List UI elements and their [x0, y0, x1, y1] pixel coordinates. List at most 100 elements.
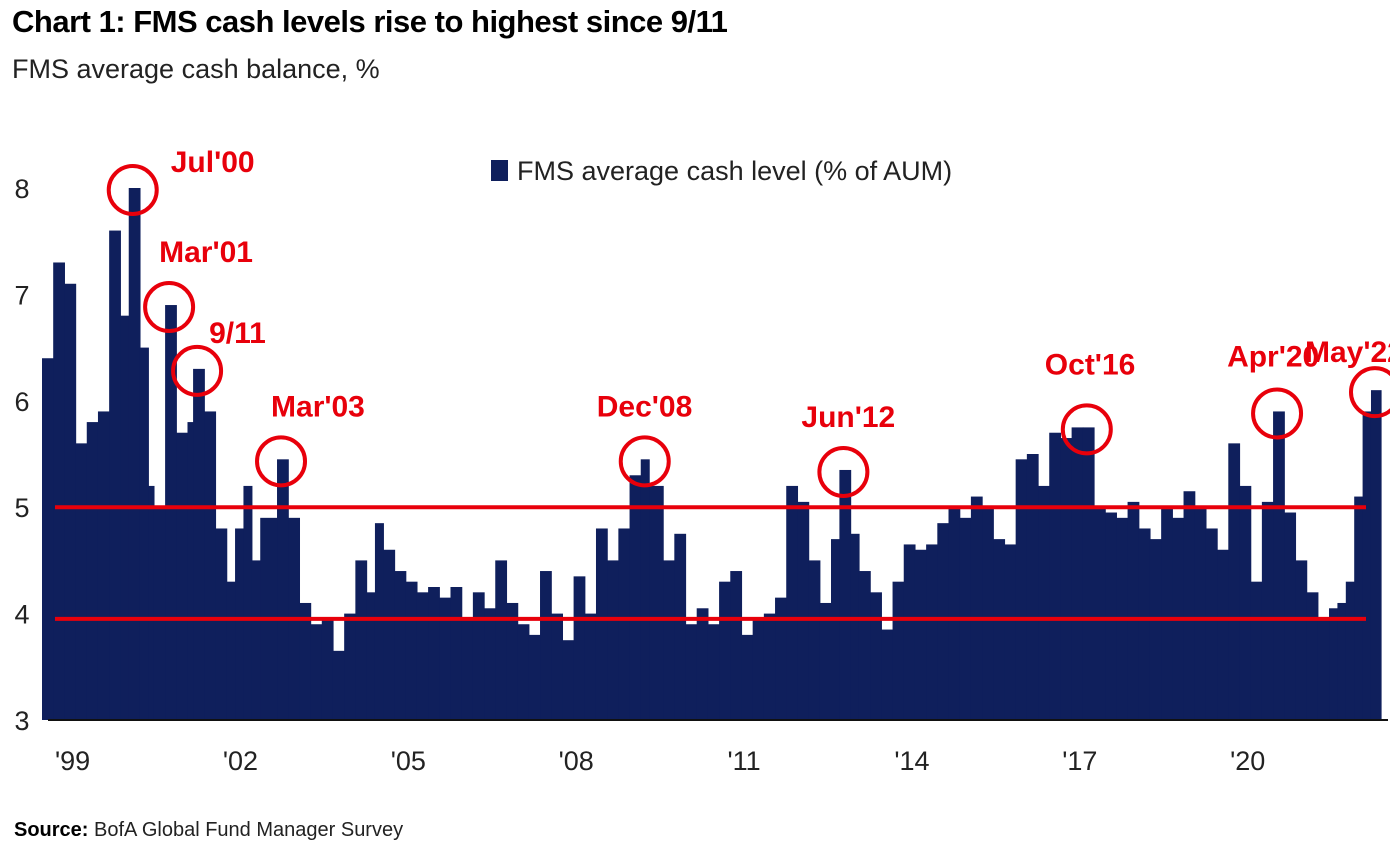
bar — [187, 422, 194, 720]
annotation-circle — [817, 445, 870, 498]
bar — [562, 640, 575, 720]
bar — [450, 587, 463, 720]
bar — [1038, 485, 1050, 720]
bar — [1217, 549, 1229, 720]
chart-subtitle: FMS average cash balance, % — [12, 54, 380, 84]
bar — [707, 624, 720, 720]
source-label: Source: — [14, 819, 89, 841]
bar — [1295, 560, 1308, 720]
bar — [1284, 512, 1297, 720]
x-tick-label: '08 — [559, 746, 594, 776]
bar — [786, 485, 799, 720]
bar — [355, 560, 368, 720]
bar — [165, 305, 177, 720]
bar — [831, 539, 840, 720]
bar — [663, 560, 675, 720]
x-axis-ticks: '99 '02 '05 '08 '11 '14 '17 '20 — [55, 746, 1265, 776]
bar — [394, 571, 407, 720]
bar — [75, 443, 88, 720]
bar — [120, 315, 130, 720]
bar — [858, 571, 871, 720]
bar — [1273, 411, 1285, 720]
annotation-circle — [618, 435, 671, 488]
bar — [1354, 496, 1364, 720]
annotation-label: May'22 — [1305, 336, 1390, 369]
annotation-label: Dec'08 — [597, 390, 693, 423]
bar — [649, 485, 664, 720]
bar-series — [42, 188, 1382, 720]
bar — [926, 544, 938, 720]
y-tick-label: 4 — [14, 600, 29, 630]
bar — [551, 613, 564, 720]
bar — [1261, 501, 1274, 720]
bar — [109, 230, 121, 720]
bar — [461, 618, 474, 720]
bar — [948, 507, 961, 720]
bar — [374, 523, 384, 720]
annotation-label: 9/11 — [209, 317, 266, 350]
bar — [584, 613, 597, 720]
bar — [277, 459, 289, 720]
bar — [193, 368, 205, 720]
bar — [439, 597, 452, 720]
bar — [719, 581, 731, 720]
x-tick-label: '02 — [223, 746, 258, 776]
bar — [42, 358, 54, 720]
bar — [1329, 608, 1339, 720]
bar — [97, 411, 110, 720]
bar — [914, 549, 927, 720]
bar — [1127, 501, 1140, 720]
bar — [204, 411, 217, 720]
bar — [808, 560, 821, 720]
bar — [1228, 443, 1241, 720]
bar — [176, 432, 189, 720]
bar — [139, 347, 149, 720]
y-tick-label: 8 — [14, 174, 29, 204]
bar — [1317, 618, 1330, 720]
bar — [775, 597, 787, 720]
bar — [970, 496, 983, 720]
cash-level-bar-chart: 3 4 5 6 7 8 '99 '02 '05 '08 '11 '14 '17 '20 Jul'00 Ma… — [14, 146, 1390, 776]
bar — [881, 629, 894, 720]
bar — [215, 528, 228, 720]
bar — [607, 560, 619, 720]
bar — [752, 618, 765, 720]
legend-swatch — [491, 160, 508, 181]
x-tick-label: '11 — [727, 746, 760, 776]
bar — [797, 501, 810, 720]
bar — [428, 587, 440, 720]
bar — [839, 469, 852, 720]
chart-title: Chart 1: FMS cash levels rise to highest… — [12, 4, 728, 39]
bar — [903, 544, 916, 720]
bar — [1082, 427, 1095, 720]
source-note: Source: BofA Global Fund Manager Survey — [14, 819, 403, 842]
bar — [405, 581, 418, 720]
y-tick-label: 5 — [14, 493, 29, 523]
annotation-circle — [143, 281, 196, 334]
annotation-circle — [1348, 366, 1390, 419]
bar — [1004, 544, 1017, 720]
bar — [819, 602, 832, 720]
source-text: BofA Global Fund Manager Survey — [94, 819, 404, 841]
bar — [573, 576, 586, 720]
annotation-circle — [1060, 403, 1113, 456]
bar — [1370, 390, 1382, 720]
annotation-circle — [1251, 387, 1304, 440]
bar — [685, 624, 698, 720]
bar — [1049, 432, 1062, 720]
annotation-label: Jun'12 — [801, 401, 895, 434]
bar — [472, 592, 485, 720]
bar — [86, 422, 99, 720]
bar — [640, 459, 650, 720]
chart-legend: FMS average cash level (% of AUM) — [491, 156, 952, 186]
y-tick-label: 7 — [14, 280, 29, 310]
bar — [148, 485, 155, 720]
bar — [344, 613, 356, 720]
bar — [993, 539, 1006, 720]
bar — [517, 624, 530, 720]
bar — [870, 592, 882, 720]
bar — [982, 507, 994, 720]
annotation-label: Oct'16 — [1045, 348, 1136, 381]
bar — [540, 571, 552, 720]
bar — [1138, 528, 1151, 720]
